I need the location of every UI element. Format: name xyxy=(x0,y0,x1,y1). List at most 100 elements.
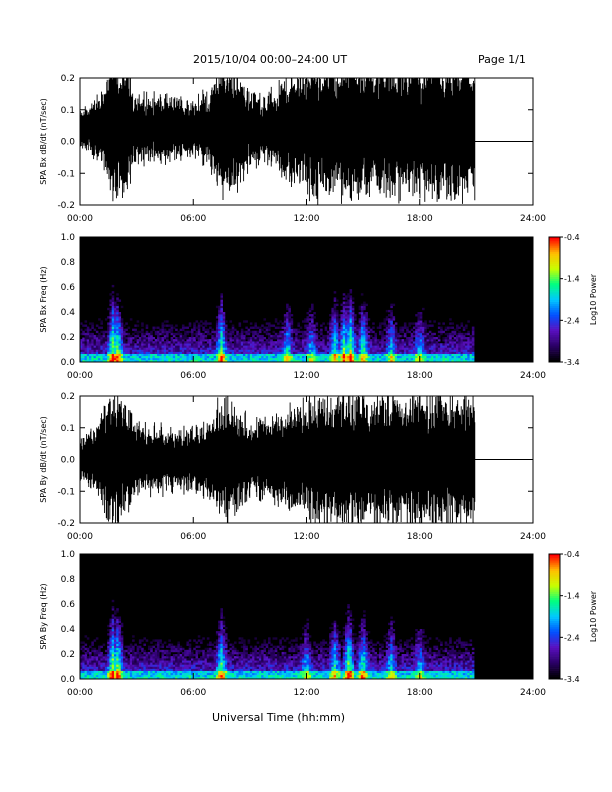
spectrogram-cell xyxy=(120,674,124,678)
spectrogram-cell xyxy=(299,637,303,640)
spectrogram-cell xyxy=(231,339,235,342)
spectrogram-cell xyxy=(340,309,344,313)
spectrogram-cell xyxy=(224,347,228,350)
spectrogram-cell xyxy=(279,349,282,352)
spectrogram-cell xyxy=(363,301,366,304)
spectrogram-cell xyxy=(109,320,112,323)
spectrogram-cell xyxy=(471,343,475,346)
spectrogram-cell xyxy=(220,359,223,363)
spectrogram-cell xyxy=(154,649,158,653)
spectrogram-cell xyxy=(116,610,119,613)
spectrogram-cell xyxy=(304,337,307,340)
colorbar-step xyxy=(549,270,560,273)
spectrogram-cell xyxy=(138,339,142,342)
spectrogram-cell xyxy=(277,645,280,649)
spectrogram-cell xyxy=(422,347,425,350)
spectrogram-cell xyxy=(358,339,362,342)
spectrogram-cell xyxy=(311,316,314,319)
spectrogram-cell xyxy=(345,309,348,313)
spectrogram-cell xyxy=(315,332,319,336)
spectrogram-cell xyxy=(123,345,126,348)
spectrogram-cell xyxy=(120,359,124,363)
spectrogram-cell xyxy=(292,339,296,342)
spectrogram-cell xyxy=(186,349,190,352)
spectrogram-cell xyxy=(297,341,300,344)
spectrogram-cell xyxy=(218,349,221,352)
spectrogram-cell xyxy=(299,330,303,334)
spectrogram-cell xyxy=(399,351,402,354)
spectrogram-cell xyxy=(188,662,192,665)
spectrogram-cell xyxy=(410,359,414,363)
spectrogram-cell xyxy=(222,672,226,676)
spectrogram-cell xyxy=(84,647,88,651)
spectrogram-cell xyxy=(288,654,291,657)
spectrogram-cell xyxy=(211,334,214,338)
spectrogram-cell xyxy=(247,355,251,359)
spectrogram-cell xyxy=(345,312,348,315)
spectrogram-cell xyxy=(292,662,296,665)
spectrogram-cell xyxy=(209,357,212,361)
spectrogram-cell xyxy=(213,656,217,659)
spectrogram-cell xyxy=(383,334,387,338)
spectrogram-cell xyxy=(308,322,312,325)
spectrogram-cell xyxy=(136,351,140,354)
spectrogram-cell xyxy=(193,658,196,661)
spectrogram-cell xyxy=(209,664,212,667)
spectrogram-cell xyxy=(265,656,269,659)
spectrogram-cell xyxy=(299,656,303,659)
spectrogram-cell xyxy=(265,668,269,671)
spectrogram-cell xyxy=(329,343,332,346)
spectrogram-cell xyxy=(184,668,187,671)
spectrogram-cell xyxy=(360,293,364,296)
spectrogram-cell xyxy=(123,337,126,340)
spectrogram-cell xyxy=(301,674,305,678)
spectrogram-cell xyxy=(163,672,167,676)
spectrogram-cell xyxy=(95,676,99,680)
spectrogram-cell xyxy=(331,339,334,342)
spectrogram-cell xyxy=(292,337,296,340)
spectrogram-cell xyxy=(308,357,312,361)
spectrogram-cell xyxy=(301,355,305,359)
spectrogram-cell xyxy=(107,307,110,311)
spectrogram-cell xyxy=(236,337,239,340)
spectrogram-cell xyxy=(469,355,473,359)
spectrogram-cell xyxy=(369,339,373,342)
spectrogram-cell xyxy=(220,674,223,678)
spectrogram-cell xyxy=(256,353,260,357)
spectrogram-cell xyxy=(111,658,115,661)
spectrogram-cell xyxy=(168,645,171,649)
spectrogram-cell xyxy=(297,334,300,338)
spectrogram-cell xyxy=(292,349,296,352)
spectrogram-cell xyxy=(431,337,434,340)
spectrogram-cell xyxy=(374,341,378,344)
spectrogram-cell xyxy=(252,330,255,334)
spectrogram-cell xyxy=(211,660,214,663)
spectrogram-cell xyxy=(166,668,169,671)
spectrogram-cell xyxy=(107,674,110,678)
spectrogram-cell xyxy=(111,328,115,332)
spectrogram-cell xyxy=(351,347,355,350)
spectrogram-cell xyxy=(261,359,264,363)
spectrogram-cell xyxy=(213,357,217,361)
spectrogram-cell xyxy=(455,353,459,357)
spectrogram-cell xyxy=(263,330,267,334)
spectrogram-cell xyxy=(238,676,242,680)
spectrogram-cell xyxy=(238,668,242,671)
spectrogram-cell xyxy=(224,633,228,636)
spectrogram-cell xyxy=(152,645,156,649)
spectrogram-cell xyxy=(136,353,140,357)
spectrogram-cell xyxy=(446,339,450,342)
spectrogram-cell xyxy=(95,660,99,663)
spectrogram-cell xyxy=(422,349,425,352)
spectrogram-cell xyxy=(204,664,208,667)
spectrogram-cell xyxy=(109,645,112,649)
spectrogram-cell xyxy=(419,341,423,344)
spectrogram-cell xyxy=(347,345,350,348)
spectrogram-cell xyxy=(385,341,389,344)
spectrogram-cell xyxy=(311,343,314,346)
spectrogram-cell xyxy=(390,347,393,350)
spectrogram-cell xyxy=(424,322,427,325)
spectrogram-cell xyxy=(193,332,196,336)
spectrogram-cell xyxy=(467,330,470,334)
spectrogram-cell xyxy=(138,355,142,359)
